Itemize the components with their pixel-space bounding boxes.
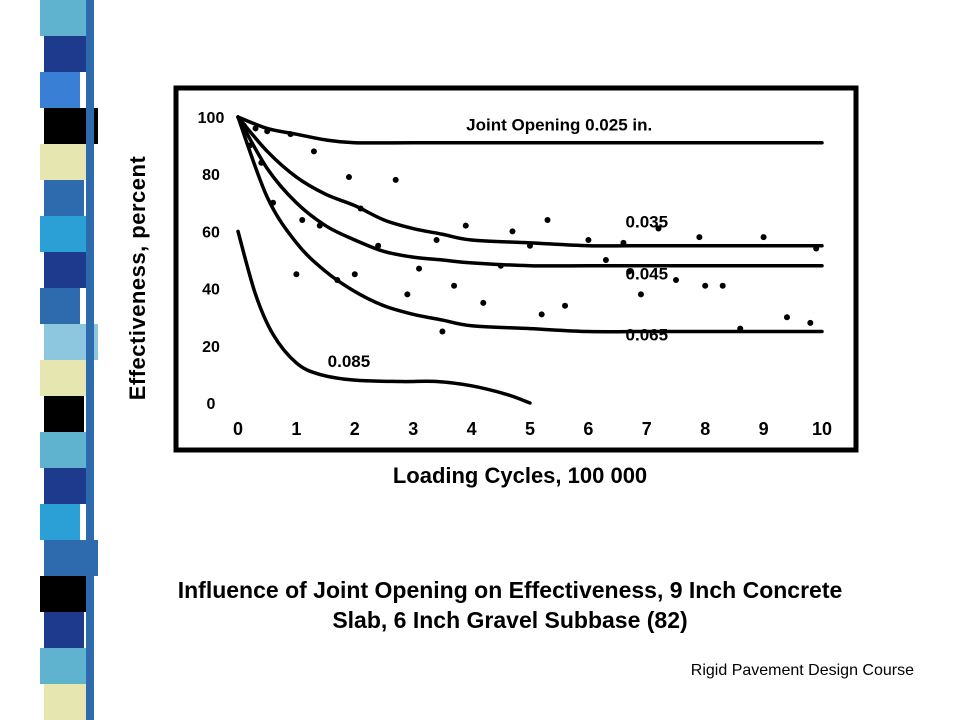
data-point bbox=[509, 228, 516, 235]
data-point bbox=[696, 234, 703, 241]
series-line-3 bbox=[236, 115, 824, 334]
stripe-rail bbox=[86, 0, 94, 720]
x-tick-label: 4 bbox=[467, 419, 477, 439]
x-tick-label: 7 bbox=[642, 419, 652, 439]
series-line-2 bbox=[236, 115, 824, 268]
stripe-block bbox=[40, 576, 86, 612]
x-tick-label: 1 bbox=[291, 419, 301, 439]
stripe-block bbox=[40, 144, 86, 180]
data-point bbox=[451, 282, 458, 289]
stripe-block bbox=[44, 252, 90, 288]
y-tick-label: 0 bbox=[207, 396, 216, 413]
data-point bbox=[287, 131, 294, 138]
y-tick-label: 60 bbox=[202, 224, 220, 241]
x-tick-label: 2 bbox=[350, 419, 360, 439]
data-point bbox=[637, 291, 644, 298]
x-tick-label: 0 bbox=[233, 419, 243, 439]
data-point bbox=[316, 222, 323, 229]
data-point bbox=[497, 262, 504, 269]
data-point bbox=[760, 234, 767, 241]
data-point bbox=[299, 216, 306, 223]
caption-line-2: Slab, 6 Inch Gravel Subbase (82) bbox=[332, 607, 688, 633]
data-point bbox=[585, 236, 592, 243]
series-line-4 bbox=[236, 229, 532, 405]
y-axis-label: Effectiveness, percent bbox=[125, 155, 150, 401]
data-point bbox=[602, 257, 609, 263]
stripe-block bbox=[40, 648, 94, 684]
curve-annotation: 0.065 bbox=[626, 326, 669, 345]
y-tick-label: 20 bbox=[202, 339, 220, 356]
data-point bbox=[737, 325, 744, 332]
x-tick-label: 9 bbox=[759, 419, 769, 439]
series-line-0 bbox=[236, 115, 824, 145]
data-point bbox=[813, 245, 820, 252]
data-point bbox=[620, 239, 627, 246]
data-point bbox=[258, 159, 265, 166]
data-point bbox=[439, 328, 446, 335]
x-tick-label: 6 bbox=[583, 419, 593, 439]
data-point bbox=[270, 199, 277, 206]
data-point bbox=[655, 225, 662, 232]
stripe-block bbox=[40, 504, 80, 540]
stripe-block bbox=[44, 684, 90, 720]
footer-text: Rigid Pavement Design Course bbox=[690, 662, 914, 679]
data-point bbox=[562, 302, 569, 309]
data-point bbox=[527, 242, 533, 249]
x-tick-label: 5 bbox=[525, 419, 535, 439]
data-point bbox=[416, 265, 423, 272]
data-point bbox=[334, 277, 341, 284]
data-point bbox=[807, 319, 814, 326]
data-point bbox=[538, 311, 545, 318]
data-point bbox=[673, 277, 679, 284]
stripe-block bbox=[44, 396, 84, 432]
data-point bbox=[252, 125, 259, 132]
curve-annotation: 0.035 bbox=[626, 213, 669, 232]
data-point bbox=[293, 271, 300, 278]
x-tick-label: 8 bbox=[700, 419, 710, 439]
data-point bbox=[462, 222, 469, 229]
data-point bbox=[719, 282, 726, 289]
series-line-1 bbox=[236, 115, 824, 248]
data-point bbox=[310, 148, 317, 155]
curve-annotation: 0.085 bbox=[328, 352, 371, 371]
curve-annotation: Joint Opening 0.025 in. bbox=[466, 116, 652, 135]
data-point bbox=[404, 291, 411, 298]
stripe-block bbox=[40, 288, 80, 324]
data-point bbox=[433, 236, 440, 243]
y-tick-label: 40 bbox=[202, 282, 220, 299]
stripe-block bbox=[40, 216, 94, 252]
curve-annotation: 0.045 bbox=[626, 265, 669, 284]
y-tick-label: 80 bbox=[202, 167, 220, 184]
data-point bbox=[544, 216, 551, 223]
data-point bbox=[783, 314, 790, 321]
decorative-stripe bbox=[32, 0, 98, 720]
data-point bbox=[392, 176, 399, 183]
stripe-block bbox=[44, 180, 84, 216]
data-point bbox=[480, 299, 487, 306]
data-point bbox=[357, 205, 364, 212]
data-point bbox=[626, 268, 633, 275]
data-point bbox=[351, 271, 358, 278]
stripe-block bbox=[40, 72, 80, 108]
data-point bbox=[702, 282, 709, 289]
data-point bbox=[240, 122, 247, 129]
stripe-block bbox=[40, 0, 94, 36]
y-tick-label: 100 bbox=[198, 110, 225, 127]
x-axis-label: Loading Cycles, 100 000 bbox=[392, 463, 648, 488]
data-point bbox=[345, 174, 352, 181]
plot-frame bbox=[173, 85, 859, 453]
caption-line-1: Influence of Joint Opening on Effectiven… bbox=[177, 577, 843, 603]
stripe-block bbox=[44, 468, 90, 504]
data-point bbox=[375, 242, 382, 249]
data-point bbox=[246, 142, 253, 149]
stripe-block bbox=[40, 360, 86, 396]
data-point bbox=[264, 128, 271, 135]
x-tick-label: 3 bbox=[408, 419, 418, 439]
stripe-block bbox=[40, 432, 94, 468]
stripe-block bbox=[44, 612, 84, 648]
stripe-block bbox=[44, 36, 90, 72]
x-tick-label: 10 bbox=[812, 419, 832, 439]
